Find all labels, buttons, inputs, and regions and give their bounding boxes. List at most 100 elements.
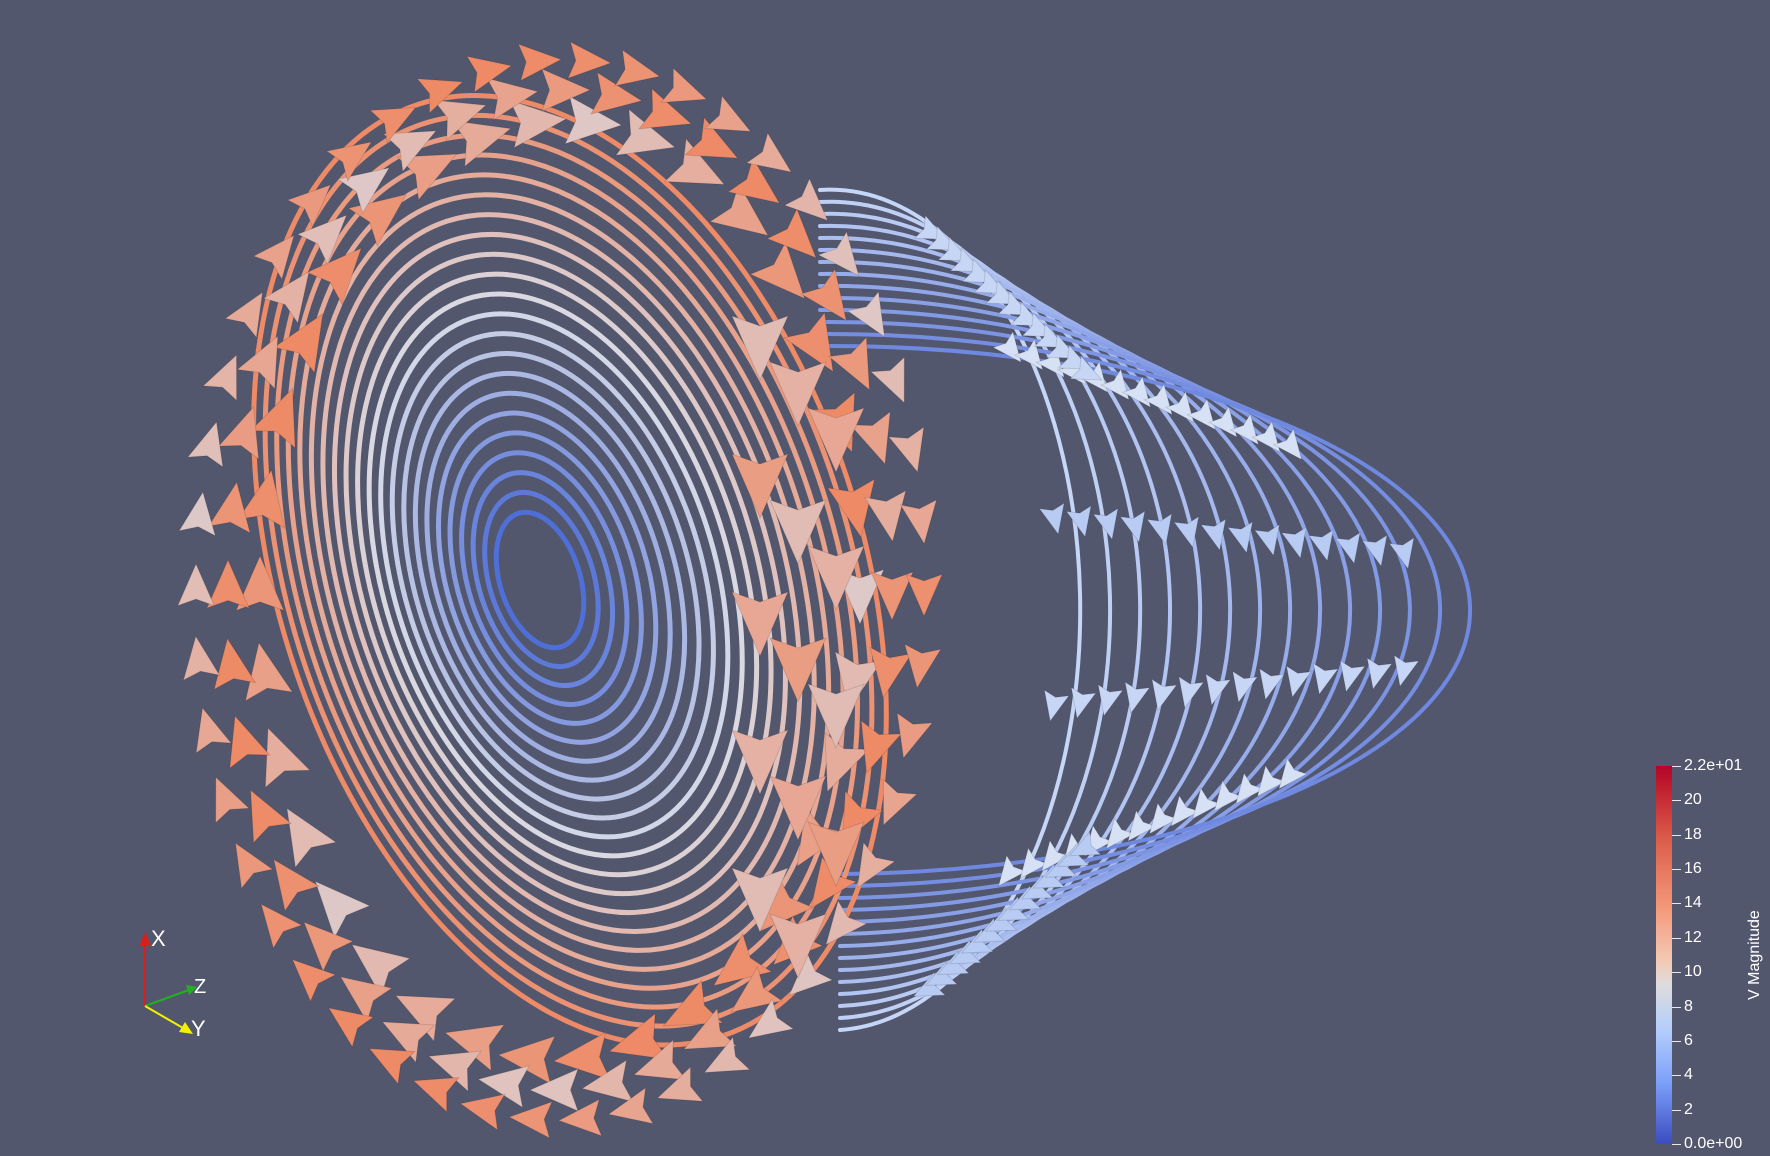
center-cone-glyph — [731, 591, 789, 658]
vortex-streamline — [355, 271, 760, 878]
warm-cone-glyph — [234, 842, 274, 890]
colorbar-tick-label: 20 — [1684, 791, 1702, 809]
colorbar-tick — [1672, 972, 1681, 974]
z-axis-label: Z — [194, 976, 207, 998]
warm-cone-glyph — [497, 1035, 556, 1085]
cool-cone-glyph — [1307, 528, 1334, 563]
colorbar-tick-label: 0.0e+00 — [1684, 1135, 1743, 1152]
warm-cone-glyph — [825, 899, 868, 946]
vortex-streamline — [482, 489, 601, 670]
center-cone-glyph — [769, 775, 827, 842]
cool-cone-glyph — [1231, 670, 1259, 704]
warm-cone-glyph — [849, 410, 891, 466]
warm-cone-glyph — [870, 571, 914, 622]
y-axis-label: Y — [191, 1016, 206, 1041]
warm-cone-glyph — [904, 573, 944, 618]
warm-cone-glyph — [869, 356, 905, 404]
cool-cone-glyph — [991, 330, 1022, 364]
warm-cone-glyph — [178, 490, 217, 537]
center-cone-glyph — [807, 683, 865, 750]
cool-cone-glyph — [1151, 678, 1178, 712]
warm-cone-glyph — [765, 207, 817, 259]
center-cone-glyph — [731, 729, 789, 796]
vortex-streamline — [320, 212, 803, 934]
warm-cone-glyph — [477, 1065, 531, 1109]
colorbar-gradient — [1656, 766, 1672, 1144]
colorbar-tick — [1672, 869, 1681, 871]
cool-cone-glyph — [1124, 681, 1151, 715]
warm-cone-glyph — [236, 335, 279, 390]
colorbar-tick — [1672, 766, 1681, 767]
cool-cone-glyph — [1285, 665, 1313, 699]
warm-cone-glyph — [860, 719, 903, 775]
vortex-streamline — [389, 331, 716, 821]
warm-cone-glyph — [869, 646, 913, 700]
cool-cone-glyph — [1229, 412, 1260, 446]
cool-cone-glyph — [1272, 427, 1303, 461]
warm-cone-glyph — [236, 468, 286, 530]
orientation-axes-icon — [139, 932, 197, 1034]
colorbar-tick-label: 18 — [1684, 825, 1702, 843]
warm-cone-glyph — [507, 1100, 553, 1139]
cool-cone-glyph — [1148, 801, 1179, 835]
scalar-colorbar: 2.2e+01 20 18 16 14 12 10 8 6 4 2 0.0e+00 V Magnitu… — [1620, 756, 1770, 1156]
warm-cone-glyph — [662, 979, 724, 1027]
center-cone-glyph — [807, 545, 865, 612]
warm-cone-glyph — [252, 234, 295, 281]
warm-cone-glyph — [896, 712, 934, 760]
x-axis-arrow — [139, 932, 151, 946]
warm-cone-glyph — [351, 943, 412, 998]
cool-streamline — [818, 331, 1442, 888]
colorbar-tick-label: 16 — [1684, 860, 1702, 878]
cool-cone-glyph — [1226, 520, 1254, 555]
cool-cone-glyph — [1170, 794, 1201, 828]
warm-cone-glyph — [659, 67, 708, 104]
colorbar-tick-label: 10 — [1684, 963, 1702, 981]
warm-cone-glyph — [235, 554, 285, 612]
colorbar-tick — [1672, 1006, 1681, 1008]
warm-cone-glyph — [817, 230, 860, 277]
warm-cone-glyph — [416, 78, 464, 115]
cool-cone-glyph — [1388, 536, 1415, 571]
cool-streamline — [818, 295, 1353, 924]
colorbar-title: V Magnitude — [1746, 910, 1763, 1000]
warm-cone-glyph — [704, 94, 752, 132]
cool-cone-glyph — [1278, 757, 1309, 790]
warm-cone-glyph — [264, 726, 311, 789]
colorbar-tick — [1672, 1109, 1681, 1111]
warm-cone-glyph — [432, 99, 488, 142]
warm-cone-glyph — [607, 1086, 655, 1125]
vortex-streamline — [493, 509, 587, 651]
cool-cone-glyph — [1121, 375, 1152, 409]
warm-cone-glyph — [517, 43, 563, 82]
cool-cone-glyph — [1258, 667, 1286, 701]
warm-cone-glyph — [589, 71, 643, 115]
cool-cone-glyph — [1235, 772, 1266, 805]
vortex-streamline — [343, 251, 774, 897]
cool-cone-glyph — [1070, 686, 1097, 720]
warm-cone-glyph — [314, 880, 371, 939]
warm-cone-glyph — [396, 153, 458, 201]
vortex-streamline — [447, 430, 644, 726]
warm-cone-glyph — [684, 116, 739, 159]
vortex-streamline — [366, 291, 745, 859]
cool-cone-glyph — [1069, 354, 1103, 381]
warm-cone-glyph — [325, 141, 373, 183]
center-cone-glyph — [731, 867, 789, 934]
warm-cone-glyph — [412, 1076, 461, 1113]
y-axis-line — [144, 1005, 184, 1029]
cool-cone-glyph — [1253, 523, 1281, 557]
warm-cone-glyph — [846, 290, 886, 338]
center-cone-glyph — [731, 315, 789, 382]
warm-cone-glyph — [708, 182, 769, 237]
vortex-streamline — [470, 470, 616, 689]
center-cone-glyph — [731, 453, 789, 520]
warm-cone-glyph — [260, 903, 303, 950]
cool-cone-glyph — [1366, 657, 1393, 691]
vortex-streamline — [424, 390, 673, 764]
vortex-streamline — [401, 351, 702, 802]
center-cone-glyph — [769, 913, 827, 980]
warm-cone-glyph — [339, 976, 394, 1024]
